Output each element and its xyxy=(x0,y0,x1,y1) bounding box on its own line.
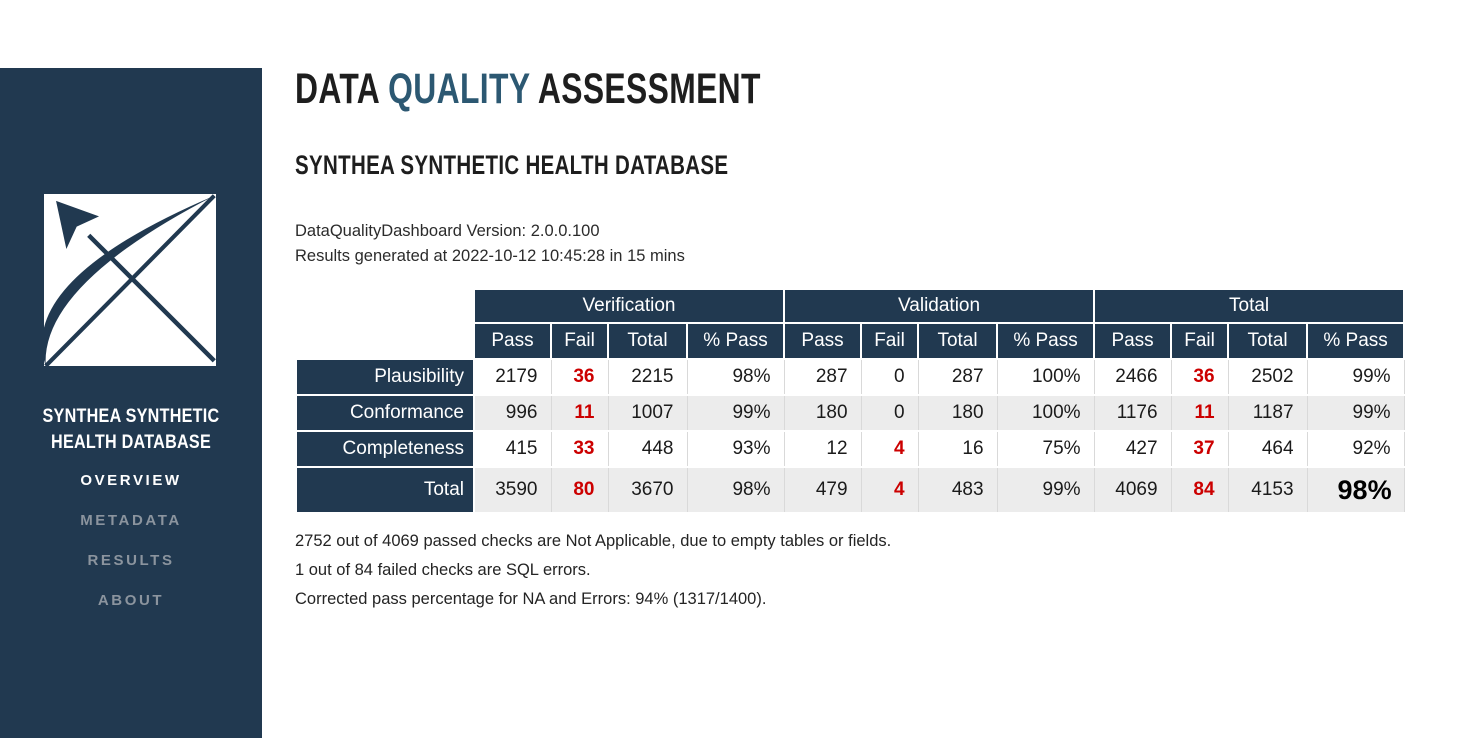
col-header-pass: Pass xyxy=(783,322,863,360)
table-cell: 180 xyxy=(783,394,862,432)
col-header-fail: Fail xyxy=(860,322,920,360)
sidebar-item-metadata[interactable]: METADATA xyxy=(80,512,182,529)
table-cell: 99% xyxy=(1306,358,1405,396)
footnotes: 2752 out of 4069 passed checks are Not A… xyxy=(295,527,1477,614)
table-cell: 479 xyxy=(783,466,862,514)
table-cell-fail: 84 xyxy=(1170,466,1229,514)
sidebar-nav: OVERVIEW METADATA RESULTS ABOUT xyxy=(0,472,262,632)
table-cell-fail: 33 xyxy=(550,430,609,468)
table-cell: 464 xyxy=(1227,430,1308,468)
table-cell: 996 xyxy=(473,394,552,432)
col-header-pct-pass: % Pass xyxy=(1306,322,1406,360)
table-cell-fail: 37 xyxy=(1170,430,1229,468)
main-content: DATA QUALITY ASSESSMENT SYNTHEA SYNTHETI… xyxy=(262,68,1477,614)
row-header-plausibility: Plausibility xyxy=(295,358,475,396)
table-cell-fail: 4 xyxy=(860,430,919,468)
version-text: DataQualityDashboard Version: 2.0.0.100 xyxy=(295,222,600,240)
sidebar: SYNTHEA SYNTHETIC HEALTH DATABASE OVERVI… xyxy=(0,68,262,738)
table-group-header-validation: Validation xyxy=(783,288,1096,324)
table-cell: 12 xyxy=(783,430,862,468)
overview-table: Verification Validation Total Pass Fail … xyxy=(295,288,1406,514)
table-cell: 448 xyxy=(607,430,688,468)
page-title-word: DATA xyxy=(295,65,379,113)
col-header-pct-pass: % Pass xyxy=(685,322,786,360)
note-not-applicable: 2752 out of 4069 passed checks are Not A… xyxy=(295,532,892,550)
table-cell: 0 xyxy=(860,358,919,396)
table-cell: 4153 xyxy=(1227,466,1308,514)
sidebar-item-overview[interactable]: OVERVIEW xyxy=(80,472,182,489)
table-cell: 99% xyxy=(1306,394,1405,432)
table-cell: 75% xyxy=(996,430,1095,468)
meta-block: DataQualityDashboard Version: 2.0.0.100 … xyxy=(295,219,1477,269)
table-cell: 0 xyxy=(860,394,919,432)
col-header-fail: Fail xyxy=(550,322,609,360)
table-cell: 427 xyxy=(1093,430,1172,468)
table-cell: 1176 xyxy=(1093,394,1172,432)
sidebar-item-about[interactable]: ABOUT xyxy=(97,592,165,609)
table-row-total: Total 3590 80 3670 98% 479 4 483 99% 406… xyxy=(295,466,1405,514)
table-cell: 1187 xyxy=(1227,394,1308,432)
table-cell: 16 xyxy=(917,430,998,468)
table-cell-fail: 80 xyxy=(550,466,609,514)
col-header-fail: Fail xyxy=(1170,322,1230,360)
table-cell: 483 xyxy=(917,466,998,514)
table-cell: 287 xyxy=(917,358,998,396)
table-cell-fail: 36 xyxy=(550,358,609,396)
col-header-pct-pass: % Pass xyxy=(996,322,1096,360)
page-title-highlight: QUALITY xyxy=(388,65,530,113)
col-header-pass: Pass xyxy=(1093,322,1173,360)
table-cell: 98% xyxy=(686,358,785,396)
table-cell: 99% xyxy=(686,394,785,432)
table-cell: 415 xyxy=(473,430,552,468)
col-header-total: Total xyxy=(607,322,688,360)
table-cell: 4069 xyxy=(1093,466,1172,514)
table-cell: 2502 xyxy=(1227,358,1308,396)
page-title-word: ASSESSMENT xyxy=(537,65,761,113)
generated-text: Results generated at 2022-10-12 10:45:28… xyxy=(295,247,685,265)
note-corrected-pct: Corrected pass percentage for NA and Err… xyxy=(295,590,767,608)
page-title: DATA QUALITY ASSESSMENT xyxy=(295,68,1170,111)
row-header-completeness: Completeness xyxy=(295,430,475,468)
table-cell: 287 xyxy=(783,358,862,396)
table-cell: 2466 xyxy=(1093,358,1172,396)
table-cell: 2215 xyxy=(607,358,688,396)
row-header-conformance: Conformance xyxy=(295,394,475,432)
table-row-conformance: Conformance 996 11 1007 99% 180 0 180 10… xyxy=(295,394,1405,432)
col-header-pass: Pass xyxy=(473,322,552,360)
table-cell-fail: 11 xyxy=(550,394,609,432)
table-cell: 3590 xyxy=(473,466,552,514)
table-group-header-total: Total xyxy=(1093,288,1406,324)
sidebar-item-results[interactable]: RESULTS xyxy=(87,552,175,569)
col-header-total: Total xyxy=(1227,322,1309,360)
table-row-plausibility: Plausibility 2179 36 2215 98% 287 0 287 … xyxy=(295,358,1405,396)
table-cell-fail: 4 xyxy=(860,466,919,514)
table-cell: 99% xyxy=(996,466,1095,514)
table-cell-fail: 11 xyxy=(1170,394,1229,432)
table-cell: 2179 xyxy=(473,358,552,396)
table-group-header-verification: Verification xyxy=(472,288,786,324)
table-cell: 98% xyxy=(686,466,785,514)
sidebar-database-name: SYNTHEA SYNTHETIC HEALTH DATABASE xyxy=(42,406,220,454)
table-cell-fail: 36 xyxy=(1170,358,1229,396)
table-cell: 93% xyxy=(686,430,785,468)
table-corner xyxy=(296,289,474,359)
note-sql-errors: 1 out of 84 failed checks are SQL errors… xyxy=(295,561,591,579)
table-cell: 3670 xyxy=(607,466,688,514)
table-cell: 100% xyxy=(996,394,1095,432)
table-cell-overall-pct: 98% xyxy=(1306,466,1405,514)
bow-and-arrow-logo-icon xyxy=(44,194,216,366)
col-header-total: Total xyxy=(917,322,999,360)
table-row-completeness: Completeness 415 33 448 93% 12 4 16 75% … xyxy=(295,430,1405,468)
database-title: SYNTHEA SYNTHETIC HEALTH DATABASE xyxy=(295,150,729,180)
table-cell: 92% xyxy=(1306,430,1405,468)
table-cell: 100% xyxy=(996,358,1095,396)
row-header-total: Total xyxy=(295,466,475,514)
table-cell: 1007 xyxy=(607,394,688,432)
table-cell: 180 xyxy=(917,394,998,432)
